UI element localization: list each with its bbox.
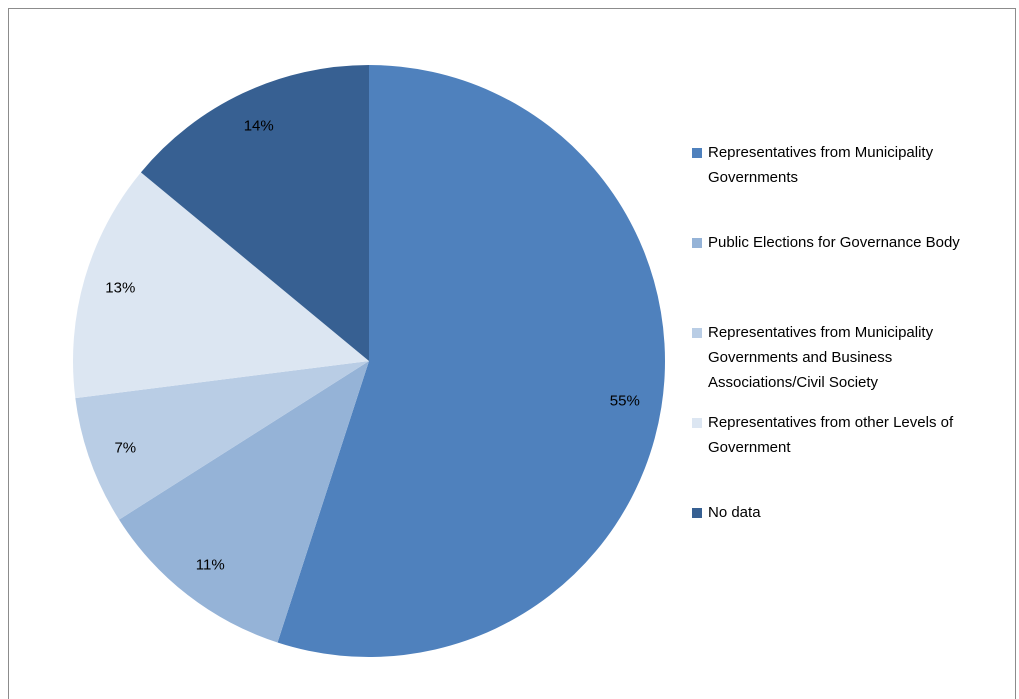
legend-label: Public Elections for Governance Body (708, 234, 960, 251)
pie-slice (119, 361, 369, 643)
chart-frame (8, 8, 1016, 699)
legend-item: No data (692, 500, 1012, 525)
legend-label: Representatives from other Levels of Gov… (708, 414, 954, 456)
legend-swatch (692, 508, 702, 518)
legend-swatch (692, 418, 702, 428)
legend-swatch (692, 328, 702, 338)
data-label: 14% (244, 118, 274, 135)
legend-item: Public Elections for Governance Body (692, 230, 1012, 255)
pie-slice (75, 361, 369, 520)
legend-swatch (692, 148, 702, 158)
pie-slice (73, 172, 369, 399)
legend-item: Representatives from Municipality Govern… (692, 140, 1012, 190)
pie-slice (140, 65, 369, 361)
legend-label: No data (708, 504, 761, 521)
data-label: 55% (610, 392, 640, 409)
pie-slice (277, 65, 665, 658)
legend-label: Representatives from Municipality Govern… (708, 144, 934, 186)
data-label: 7% (114, 440, 136, 457)
data-label: 11% (196, 557, 225, 574)
legend-item: Representatives from other Levels of Gov… (692, 410, 1012, 460)
legend-swatch (692, 238, 702, 248)
legend-item: Representatives from Municipality Govern… (692, 320, 1012, 395)
legend-label: Representatives from Municipality Govern… (708, 324, 934, 391)
data-label: 13% (105, 280, 135, 297)
